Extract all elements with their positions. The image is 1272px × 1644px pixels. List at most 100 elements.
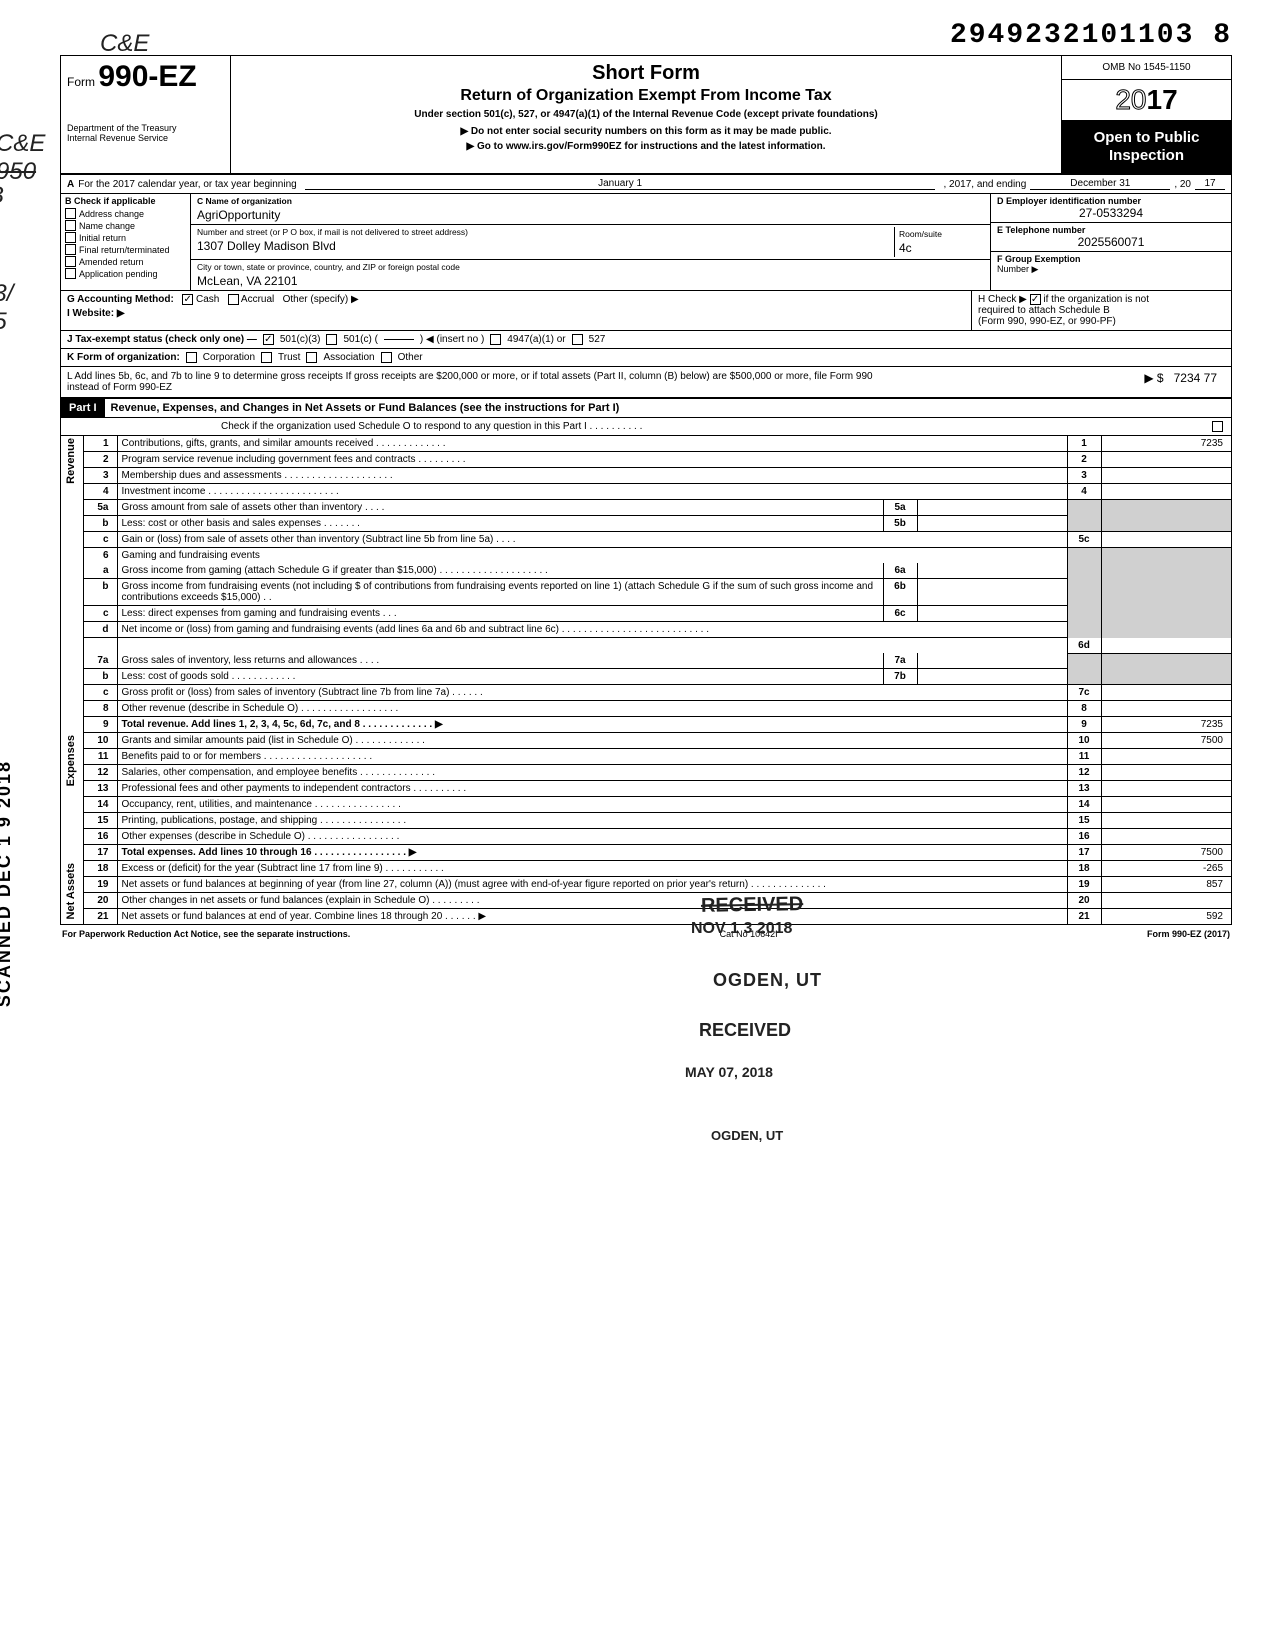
- r-11: 11: [1067, 749, 1101, 765]
- chk-schedule-b-not-required[interactable]: [1030, 294, 1041, 305]
- schedule-o-check-row: Check if the organization used Schedule …: [61, 418, 1231, 436]
- handwritten-margin-3: 03/15: [0, 280, 13, 336]
- side-label-expenses: Expenses: [65, 735, 77, 786]
- group-exempt-label: F Group Exemption: [997, 254, 1081, 264]
- h-check-label: H Check ▶: [978, 294, 1027, 305]
- form-number: 990-EZ: [98, 60, 196, 93]
- d-14: Occupancy, rent, utilities, and maintena…: [117, 797, 1067, 813]
- n-18: 18: [83, 861, 117, 877]
- chk-527[interactable]: [572, 334, 583, 345]
- r-6d: 6d: [1067, 638, 1101, 654]
- n-6d: d: [83, 622, 117, 638]
- n-10: 10: [83, 733, 117, 749]
- year-prefix: 20: [1115, 84, 1146, 115]
- chk-trust[interactable]: [261, 352, 272, 363]
- chk-corp[interactable]: [186, 352, 197, 363]
- n-21: 21: [83, 909, 117, 925]
- r-13: 13: [1067, 781, 1101, 797]
- chk-other-org[interactable]: [381, 352, 392, 363]
- d-8: Other revenue (describe in Schedule O) .…: [117, 701, 1067, 717]
- n-7a: 7a: [83, 653, 117, 669]
- schedule-o-text: Check if the organization used Schedule …: [221, 421, 642, 432]
- d-19: Net assets or fund balances at beginning…: [117, 877, 1067, 893]
- col-def: D Employer identification number 27-0533…: [991, 194, 1231, 290]
- d-1: Contributions, gifts, grants, and simila…: [117, 436, 1067, 452]
- handwritten-margin-2: B: [0, 182, 4, 210]
- stamp-ogden-2: OGDEN, UT: [711, 1128, 783, 1143]
- chk-assoc[interactable]: [306, 352, 317, 363]
- chk-name-change[interactable]: [65, 220, 76, 231]
- d-7a: Gross sales of inventory, less returns a…: [117, 653, 883, 669]
- h-text3: required to attach Schedule B: [978, 305, 1110, 316]
- sv-5b: [917, 516, 1067, 532]
- chk-final-return[interactable]: [65, 244, 76, 255]
- h-text2: if the organization is not: [1043, 294, 1149, 305]
- col-c-name-address: C Name of organization AgriOpportunity N…: [191, 194, 991, 290]
- chk-accrual[interactable]: [228, 294, 239, 305]
- n-5c: c: [83, 532, 117, 548]
- side-label-revenue: Revenue: [65, 438, 77, 484]
- v-19: 857: [1101, 877, 1231, 893]
- form-header: Form 990-EZ Department of the Treasury I…: [61, 56, 1231, 175]
- d-17: Total expenses. Add lines 10 through 16 …: [117, 845, 1067, 861]
- d-12: Salaries, other compensation, and employ…: [117, 765, 1067, 781]
- dln-number: 2949232101103 8: [950, 20, 1232, 51]
- d-16: Other expenses (describe in Schedule O) …: [117, 829, 1067, 845]
- lbl-accrual: Accrual: [241, 294, 274, 305]
- r-3: 3: [1067, 468, 1101, 484]
- chk-501c3[interactable]: [263, 334, 274, 345]
- v-17: 7500: [1101, 845, 1231, 861]
- instructions-link: ▶ Go to www.irs.gov/Form990EZ for instru…: [239, 141, 1053, 152]
- lbl-other-org: Other: [398, 352, 423, 363]
- room-value: 4c: [899, 241, 980, 255]
- lbl-app-pending: Application pending: [79, 269, 158, 279]
- ein-value: 27-0533294: [997, 206, 1225, 220]
- r-2: 2: [1067, 452, 1101, 468]
- r-4: 4: [1067, 484, 1101, 500]
- v-6d: [1101, 638, 1231, 654]
- lbl-cash: Cash: [196, 294, 219, 305]
- org-name: AgriOpportunity: [197, 208, 984, 222]
- part-i-header: Part I Revenue, Expenses, and Changes in…: [61, 398, 1231, 418]
- k-label: K Form of organization:: [67, 352, 180, 363]
- lbl-initial-return: Initial return: [79, 233, 126, 243]
- chk-app-pending[interactable]: [65, 268, 76, 279]
- l-gross-receipts: 7234 77: [1174, 371, 1217, 385]
- sv-6b: [917, 579, 1067, 606]
- d-13: Professional fees and other payments to …: [117, 781, 1067, 797]
- n-12: 12: [83, 765, 117, 781]
- part-i-lines: Revenue 1Contributions, gifts, grants, a…: [61, 436, 1231, 924]
- tax-year-begin: January 1: [305, 178, 936, 190]
- form-990ez-page1: Form 990-EZ Department of the Treasury I…: [60, 55, 1232, 925]
- d-3: Membership dues and assessments . . . . …: [117, 468, 1067, 484]
- d-20: Other changes in net assets or fund bala…: [117, 893, 1067, 909]
- page-footer: For Paperwork Reduction Act Notice, see …: [60, 925, 1232, 939]
- chk-schedule-o[interactable]: [1212, 421, 1223, 432]
- shade-6: [1067, 548, 1101, 638]
- n-9: 9: [83, 717, 117, 733]
- l-arrow: ▶ $: [1144, 371, 1163, 385]
- lbl-name-change: Name change: [79, 221, 135, 231]
- chk-4947a1[interactable]: [490, 334, 501, 345]
- sn-6b: 6b: [883, 579, 917, 606]
- ein-label: D Employer identification number: [997, 196, 1141, 206]
- r-8: 8: [1067, 701, 1101, 717]
- lbl-amended: Amended return: [79, 257, 144, 267]
- chk-amended[interactable]: [65, 256, 76, 267]
- chk-initial-return[interactable]: [65, 232, 76, 243]
- row-a-tax-year: A For the 2017 calendar year, or tax yea…: [61, 175, 1231, 194]
- chk-501c[interactable]: [326, 334, 337, 345]
- c-label: C Name of organization: [197, 196, 292, 206]
- phone-value: 2025560071: [997, 235, 1225, 249]
- lbl-final-return: Final return/terminated: [79, 245, 170, 255]
- tax-year: 2017: [1062, 80, 1231, 121]
- stamp-date-2: MAY 07, 2018: [685, 1064, 773, 1080]
- chk-cash[interactable]: [182, 294, 193, 305]
- d-9: Total revenue. Add lines 1, 2, 3, 4, 5c,…: [117, 717, 1067, 733]
- col-b-label: B Check if applicable: [65, 196, 186, 206]
- h-text4: (Form 990, 990-EZ, or 990-PF): [978, 316, 1116, 327]
- v-18: -265: [1101, 861, 1231, 877]
- sn-7a: 7a: [883, 653, 917, 669]
- header-left: Form 990-EZ Department of the Treasury I…: [61, 56, 231, 173]
- chk-address-change[interactable]: [65, 208, 76, 219]
